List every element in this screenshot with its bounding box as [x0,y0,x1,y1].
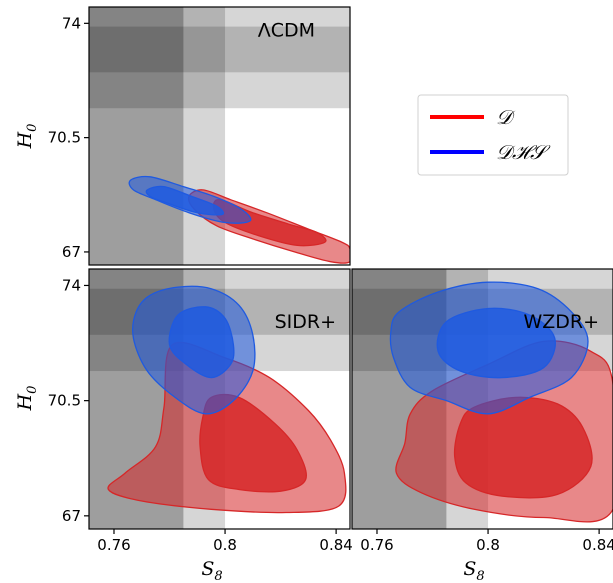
h0-band-light [89,7,350,109]
panel-frame [351,268,613,530]
y-axis-title-top-sub: 0 [25,124,40,132]
x-axis-title-right-sub: 8 [476,569,484,583]
s8-band-dark [89,7,184,265]
x-tick-label: 0.84 [319,536,352,554]
y-tick-label: 74 [62,276,81,294]
h0-band-dark [89,26,350,73]
panel-label: SIDR+ [275,311,336,333]
x-tick-label: 0.76 [97,536,130,554]
legend-box [417,94,569,176]
x-tick-label: 0.8 [476,536,500,554]
x-axis-title-left: S8 [201,558,222,583]
y-axis-title-top: H0 [14,124,40,150]
x-tick-label: 0.84 [582,536,613,554]
contour-d-68 [199,393,307,493]
y-tick-label: 70.5 [48,129,81,147]
contour-d-68 [453,396,593,499]
contour-dhs-68 [168,306,235,379]
panel-frame [88,268,351,530]
y-tick-label: 67 [62,243,81,261]
panel-top-left: ΛCDM 67 70.5 74 [48,6,351,266]
x-tick-label: 0.8 [213,536,237,554]
s8-band-light [89,7,226,265]
y-tick-label: 74 [62,14,81,32]
y-axis-title-bottom: H0 [14,386,40,412]
y-axis-title-bottom-sub: 0 [25,386,40,394]
panel-frame [88,6,351,266]
y-tick-label: 67 [62,507,81,525]
x-axis-title-left-sub: 8 [214,569,222,583]
contour-dhs-68 [436,307,556,379]
legend: 𝒟 𝒟ℋ𝒮 [417,94,569,176]
legend-label-dhs: 𝒟ℋ𝒮 [496,140,551,164]
panel-label: ΛCDM [258,19,315,41]
panel-bottom-right: WZDR+ 0.76 0.8 0.84 [351,268,613,554]
x-tick-label: 0.76 [360,536,393,554]
panel-bottom-left: SIDR+ 67 70.5 74 0.76 0.8 0.84 [48,268,353,554]
contour-dhs-68 [145,185,225,216]
panel-label: WZDR+ [523,311,599,333]
legend-label-d: 𝒟 [496,105,516,129]
x-axis-title-right: S8 [463,558,484,583]
y-tick-label: 70.5 [48,392,81,410]
